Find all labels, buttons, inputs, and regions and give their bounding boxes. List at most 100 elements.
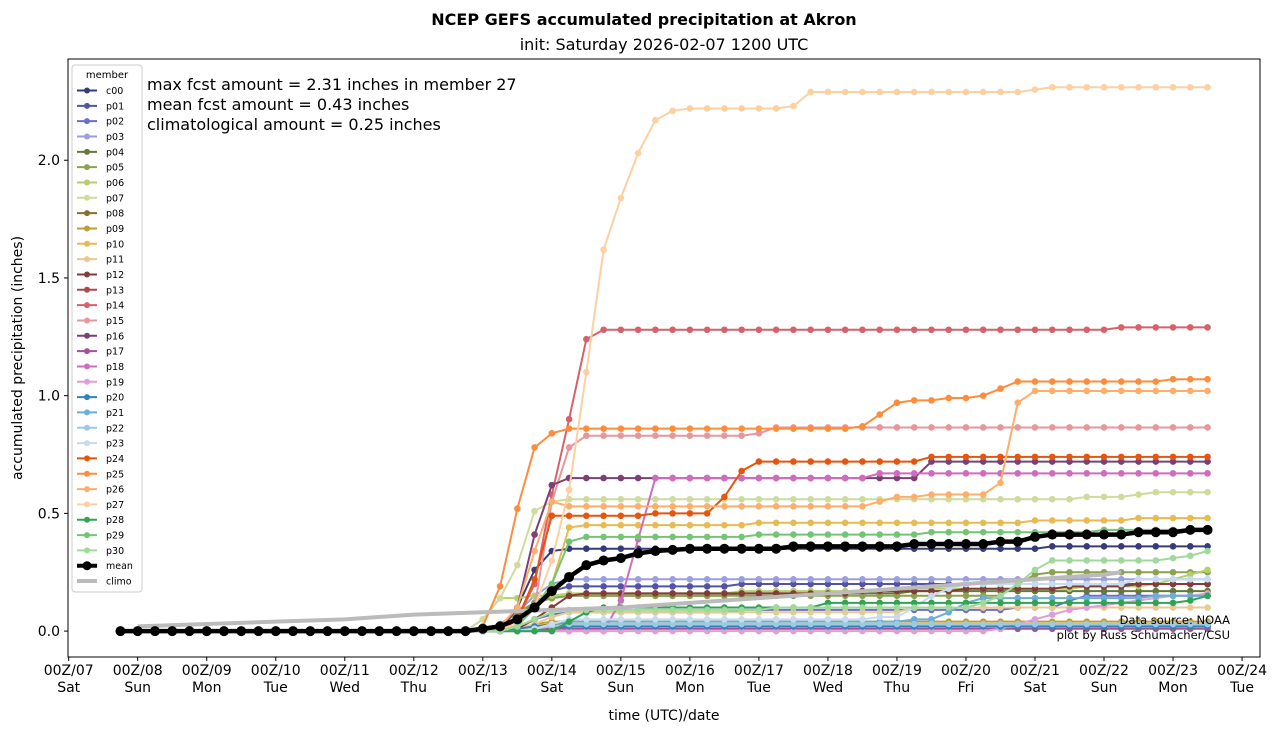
data-point-mean <box>615 553 626 564</box>
data-point-p29 <box>548 580 556 588</box>
annotation-climo: climatological amount = 0.25 inches <box>147 115 441 134</box>
data-point-p26 <box>634 503 642 510</box>
data-point-p24 <box>1048 453 1056 461</box>
data-point-p03 <box>738 576 745 583</box>
data-point-mean <box>1081 529 1092 540</box>
data-point-p26 <box>721 503 728 510</box>
data-point-p23 <box>876 613 883 621</box>
data-point-p07 <box>945 495 953 503</box>
data-point-p26 <box>1117 387 1125 395</box>
data-point-mean <box>926 538 937 549</box>
data-point-p24 <box>1014 453 1022 461</box>
data-point-p25 <box>686 425 694 432</box>
data-point-p16 <box>531 531 538 538</box>
data-point-p24 <box>1066 453 1073 461</box>
data-point-p29 <box>962 528 970 536</box>
data-point-p22 <box>634 620 642 628</box>
data-point-mean <box>167 626 178 637</box>
data-point-mean <box>236 626 247 637</box>
data-point-p21 <box>1066 594 1073 602</box>
data-point-p14 <box>721 326 728 334</box>
legend-marker-p09 <box>84 225 90 232</box>
data-point-p11 <box>1014 604 1022 611</box>
data-point-c00 <box>1169 543 1177 550</box>
data-point-p10 <box>1048 517 1056 524</box>
data-point-mean <box>408 626 419 637</box>
data-point-p22 <box>790 620 797 628</box>
data-point-p07 <box>1117 493 1125 501</box>
data-point-p25 <box>531 444 538 451</box>
data-point-p22 <box>824 620 832 628</box>
data-point-p18 <box>1152 470 1160 477</box>
data-point-p04 <box>1100 587 1108 595</box>
data-point-p23 <box>1186 576 1194 583</box>
data-point-p25 <box>652 425 659 432</box>
data-point-p12 <box>1169 580 1177 588</box>
data-point-p18 <box>669 474 676 482</box>
data-point-p12 <box>583 590 590 597</box>
legend-marker-p28 <box>84 516 90 523</box>
legend-box <box>71 64 143 593</box>
series-climo <box>137 570 1122 629</box>
data-point-p23 <box>583 616 590 623</box>
data-point-p25 <box>1100 378 1108 385</box>
data-point-p28 <box>1186 597 1194 604</box>
data-point-p01 <box>600 583 607 590</box>
credits: Data source: NOAA plot by Russ Schumache… <box>1057 613 1230 642</box>
data-point-p14 <box>600 326 607 334</box>
data-point-p22 <box>617 620 625 628</box>
data-point-mean <box>1064 529 1075 540</box>
legend-label-p19: p19 <box>106 377 124 388</box>
data-point-mean <box>443 626 454 637</box>
data-point-p26 <box>531 547 538 555</box>
data-point-p24 <box>1083 453 1091 461</box>
data-point-p25 <box>772 425 780 432</box>
legend-marker-p27 <box>84 501 90 508</box>
data-point-p27 <box>910 88 918 96</box>
data-point-p12 <box>1204 580 1211 588</box>
data-point-p28 <box>824 599 832 607</box>
data-point-p19 <box>652 627 659 635</box>
legend-label-p17: p17 <box>106 347 124 358</box>
data-point-p30 <box>841 604 849 611</box>
data-point-p26 <box>997 479 1004 487</box>
legend-marker-p20 <box>84 394 90 401</box>
data-point-p30 <box>824 604 832 611</box>
data-point-p04 <box>1135 587 1142 595</box>
data-point-p10 <box>565 524 573 531</box>
data-point-p18 <box>652 474 659 482</box>
data-point-p10 <box>617 521 625 529</box>
data-point-p30 <box>703 606 711 614</box>
data-point-p14 <box>669 326 676 334</box>
data-point-p03 <box>583 576 590 583</box>
data-point-p16 <box>617 474 625 482</box>
data-point-p19 <box>824 627 832 635</box>
data-point-mean <box>477 623 488 634</box>
data-point-p16 <box>1048 458 1056 465</box>
data-point-p26 <box>1152 387 1160 395</box>
data-point-p21 <box>928 616 935 623</box>
data-point-p12 <box>738 590 745 597</box>
x-tick-label: 00Z/17 <box>734 663 784 679</box>
data-point-p24 <box>1186 453 1194 461</box>
data-point-p04 <box>1117 587 1125 595</box>
data-point-p19 <box>841 627 849 635</box>
data-point-p19 <box>738 627 745 635</box>
data-point-p11 <box>1031 604 1039 611</box>
data-point-p05 <box>1048 568 1056 576</box>
data-point-p05 <box>859 592 866 600</box>
data-point-p18 <box>876 470 883 477</box>
data-point-p12 <box>1031 585 1039 593</box>
data-point-p03 <box>824 576 832 583</box>
data-point-p12 <box>979 585 987 593</box>
data-point-p07 <box>531 507 538 515</box>
data-point-p27 <box>634 149 642 157</box>
data-point-p14 <box>1152 324 1160 331</box>
data-point-p30 <box>721 606 728 614</box>
data-point-p15 <box>1066 424 1073 431</box>
data-point-c00 <box>1031 545 1039 553</box>
data-point-p23 <box>1031 580 1039 588</box>
data-point-p14 <box>1186 324 1194 331</box>
data-point-p24 <box>790 458 797 465</box>
data-point-p30 <box>1152 557 1160 564</box>
